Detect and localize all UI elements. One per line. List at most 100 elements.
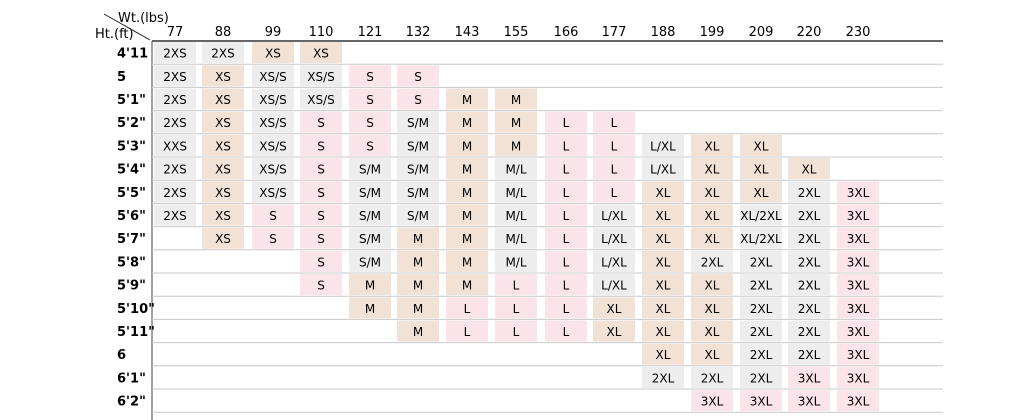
size-cell-label: S	[317, 279, 325, 293]
size-cell-bg	[545, 227, 587, 249]
size-cell-label: XS	[215, 116, 231, 130]
size-cell-label: M/L	[505, 255, 526, 269]
size-cell-label: 2XS	[211, 47, 234, 61]
size-cell-bg	[252, 42, 294, 64]
size-cell-label: L/XL	[601, 255, 627, 269]
weight-header-110: 110	[309, 25, 334, 40]
size-cell-bg	[300, 134, 342, 156]
size-cell-bg	[788, 297, 830, 319]
size-cell-label: M	[413, 232, 423, 246]
size-cell-bg	[837, 320, 879, 342]
size-cell-label: 2XS	[163, 209, 186, 223]
size-cell-label: XS/S	[259, 70, 287, 84]
size-cell-label: XS/S	[307, 93, 335, 107]
size-cell-bg	[446, 158, 488, 180]
size-cell-bg	[397, 204, 439, 226]
weight-header-row: 77 88 99 110 121 132 143 155 166 177 188 199 209 220 2…	[167, 25, 871, 40]
size-cell-label: XS/S	[259, 116, 287, 130]
size-cell-label: 2XS	[163, 186, 186, 200]
size-cell-bg	[740, 320, 782, 342]
size-cell-label: L	[563, 186, 570, 200]
height-label: 5'8"	[117, 255, 146, 270]
size-cell-bg	[446, 134, 488, 156]
weight-header-121: 121	[358, 25, 383, 40]
size-cell-bg	[788, 227, 830, 249]
size-cell-label: S	[317, 232, 325, 246]
size-cell-bg	[593, 250, 635, 272]
size-cell-bg	[397, 181, 439, 203]
weight-header-230: 230	[846, 25, 871, 40]
size-cell-bg	[300, 274, 342, 296]
size-cell-bg	[545, 250, 587, 272]
size-cell-bg	[495, 111, 537, 133]
size-cell-bg	[446, 227, 488, 249]
height-label: 6'2"	[117, 395, 146, 410]
size-cell-label: L	[611, 116, 618, 130]
weight-header-188: 188	[651, 25, 676, 40]
size-cell-bg	[154, 204, 196, 226]
size-cell-bg	[545, 320, 587, 342]
size-cell-bg	[300, 204, 342, 226]
size-cell-label: XL	[705, 186, 720, 200]
size-cell-bg	[349, 88, 391, 110]
size-cell-bg	[642, 204, 684, 226]
size-cell-label: XL	[656, 325, 671, 339]
size-cell-bg	[446, 320, 488, 342]
size-cell-label: 3XL	[847, 279, 870, 293]
size-cell-bg	[691, 274, 733, 296]
size-cell-label: 2XS	[163, 70, 186, 84]
size-cell-label: M/L	[505, 232, 526, 246]
size-cell-bg	[495, 274, 537, 296]
size-cell-label: 2XL	[652, 371, 675, 385]
size-cell-label: L	[464, 325, 471, 339]
size-cell-label: S	[317, 163, 325, 177]
size-cell-bg	[300, 158, 342, 180]
size-cell-label: M	[511, 93, 521, 107]
size-cell-label: 2XL	[750, 302, 773, 316]
grid-lines	[151, 40, 943, 420]
size-cell-bg	[202, 227, 244, 249]
size-cell-bg	[300, 88, 342, 110]
size-cell-label: XS	[215, 163, 231, 177]
size-cell-label: S	[366, 139, 374, 153]
size-cell-label: XL	[705, 139, 720, 153]
size-cell-label: L/XL	[650, 139, 676, 153]
size-cell-label: XS	[215, 186, 231, 200]
height-label: 5	[117, 70, 126, 85]
size-cell-bg	[495, 134, 537, 156]
size-cell-bg	[740, 204, 782, 226]
size-cell-bg	[642, 134, 684, 156]
size-cell-bg	[397, 88, 439, 110]
size-cell-label: 3XL	[847, 348, 870, 362]
size-cell-bg	[446, 181, 488, 203]
size-cell-bg	[740, 158, 782, 180]
size-cell-label: 3XL	[847, 232, 870, 246]
size-cell-bg	[397, 250, 439, 272]
size-cell-label: XS	[215, 209, 231, 223]
size-cell-bg	[593, 204, 635, 226]
height-label: 4'11	[117, 47, 148, 62]
size-cell-bg	[397, 227, 439, 249]
size-cell-label: XS/S	[307, 70, 335, 84]
size-cell-bg	[740, 274, 782, 296]
size-cell-label: S	[317, 139, 325, 153]
size-cell-bg	[495, 158, 537, 180]
size-cell-label: M	[462, 163, 472, 177]
size-cell-label: 3XL	[798, 371, 821, 385]
size-cell-label: L	[563, 325, 570, 339]
size-cell-label: 2XS	[163, 93, 186, 107]
size-cell-label: 3XL	[847, 209, 870, 223]
size-cell-label: S	[366, 116, 374, 130]
size-cell-bg	[642, 158, 684, 180]
weight-header-209: 209	[749, 25, 774, 40]
size-cell-label: XL	[705, 232, 720, 246]
size-cell-bg	[495, 320, 537, 342]
size-cell-bg	[300, 111, 342, 133]
size-cell-bg	[691, 134, 733, 156]
size-cell-bg	[446, 204, 488, 226]
size-cell-bg	[691, 297, 733, 319]
size-cell-bg	[349, 111, 391, 133]
size-cell-label: 3XL	[847, 325, 870, 339]
height-header-column: 4'11 5 5'1" 5'2" 5'3" 5'4" 5'5" 5'6" 5'7" 5'8" 5'9…	[117, 47, 155, 410]
